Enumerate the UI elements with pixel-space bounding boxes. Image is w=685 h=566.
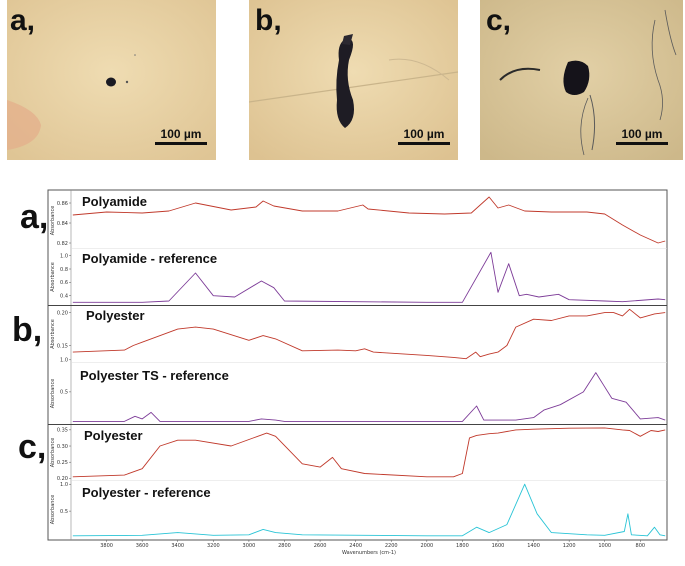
x-tick-label: 1000	[598, 543, 611, 549]
y-tick-label: 1.0	[60, 253, 68, 259]
y-tick-label: 0.35	[57, 428, 68, 434]
y-tick-label: 0.30	[57, 444, 68, 450]
spectrum-title: Polyamide - reference	[82, 251, 217, 266]
scale-bar-line	[616, 142, 668, 145]
y-tick-label: 1.0	[60, 358, 68, 364]
spectrum-title: Polyamide	[82, 194, 147, 209]
spectrum-title: Polyester	[84, 428, 143, 443]
y-axis-label: Absorbance	[50, 438, 56, 468]
y-tick-label: 0.20	[57, 476, 68, 482]
x-tick-label: 3200	[207, 543, 220, 549]
y-tick-label: 0.6	[60, 280, 68, 286]
y-tick-label: 0.5	[60, 509, 68, 515]
x-tick-label: 2400	[349, 543, 362, 549]
spectrum-line-1-0	[72, 308, 666, 360]
y-axis-label: Absorbance	[50, 206, 56, 236]
spectrum-title: Polyester TS - reference	[80, 368, 229, 383]
y-axis-label: Absorbance	[50, 379, 56, 409]
x-tick-label: 3800	[100, 543, 113, 549]
x-tick-label: 2000	[420, 543, 433, 549]
micrograph-b-image	[249, 0, 458, 160]
spectrum-title: Polyester - reference	[82, 485, 211, 500]
micrograph-a	[7, 0, 216, 160]
x-tick-label: 800	[636, 543, 646, 549]
micrograph-b-scale-bar: 100 µm	[398, 127, 450, 145]
scale-bar-label: 100 µm	[621, 127, 663, 141]
micrograph-c-label: c,	[486, 4, 512, 37]
y-tick-label: 1.0	[60, 482, 68, 488]
micrograph-c-image	[480, 0, 683, 160]
y-tick-label: 0.8	[60, 267, 68, 273]
x-tick-label: 3000	[243, 543, 256, 549]
panel-letter-c: c,	[18, 428, 47, 466]
x-tick-label: 2600	[314, 543, 327, 549]
spectrum-title: Polyester	[86, 308, 145, 323]
x-tick-label: 2800	[278, 543, 291, 549]
scale-bar-label: 100 µm	[160, 127, 202, 141]
micrograph-b	[249, 0, 458, 160]
x-tick-label: 3400	[171, 543, 184, 549]
spectrum-line-2-1	[72, 483, 666, 537]
micrograph-a-label: a,	[10, 4, 36, 37]
x-tick-label: 2200	[385, 543, 398, 549]
scale-bar-line	[155, 142, 207, 145]
micrograph-c-scale-bar: 100 µm	[616, 127, 668, 145]
y-tick-label: 0.86	[57, 201, 68, 207]
x-tick-label: 1600	[492, 543, 505, 549]
y-tick-label: 0.82	[57, 241, 68, 247]
panel-letter-a: a,	[20, 198, 49, 236]
y-axis-label: Absorbance	[50, 262, 56, 292]
y-tick-label: 0.25	[57, 460, 68, 466]
x-tick-label: 1800	[456, 543, 469, 549]
y-tick-label: 0.15	[57, 343, 68, 349]
x-tick-label: 1200	[563, 543, 576, 549]
y-tick-label: 0.84	[57, 221, 68, 227]
micrograph-a-image	[7, 0, 216, 160]
y-tick-label: 0.5	[60, 390, 68, 396]
micrograph-c	[480, 0, 683, 160]
y-tick-label: 0.4	[60, 293, 68, 299]
spectrum-line-0-1	[72, 251, 666, 303]
panel-letter-b: b,	[12, 311, 43, 349]
micrograph-a-scale-bar: 100 µm	[155, 127, 207, 145]
spectrum-line-0-0	[72, 196, 666, 244]
x-axis-label: Wavenumbers (cm-1)	[342, 550, 396, 556]
x-tick-label: 3600	[136, 543, 149, 549]
y-axis-label: Absorbance	[50, 495, 56, 525]
spectrum-line-1-1	[72, 372, 666, 422]
y-tick-label: 0.20	[57, 310, 68, 316]
scale-bar-line	[398, 142, 450, 145]
scale-bar-label: 100 µm	[403, 127, 445, 141]
micrograph-b-label: b,	[255, 4, 282, 37]
spectrum-line-2-0	[72, 427, 666, 478]
x-tick-label: 1400	[527, 543, 540, 549]
y-axis-label: Absorbance	[50, 319, 56, 349]
